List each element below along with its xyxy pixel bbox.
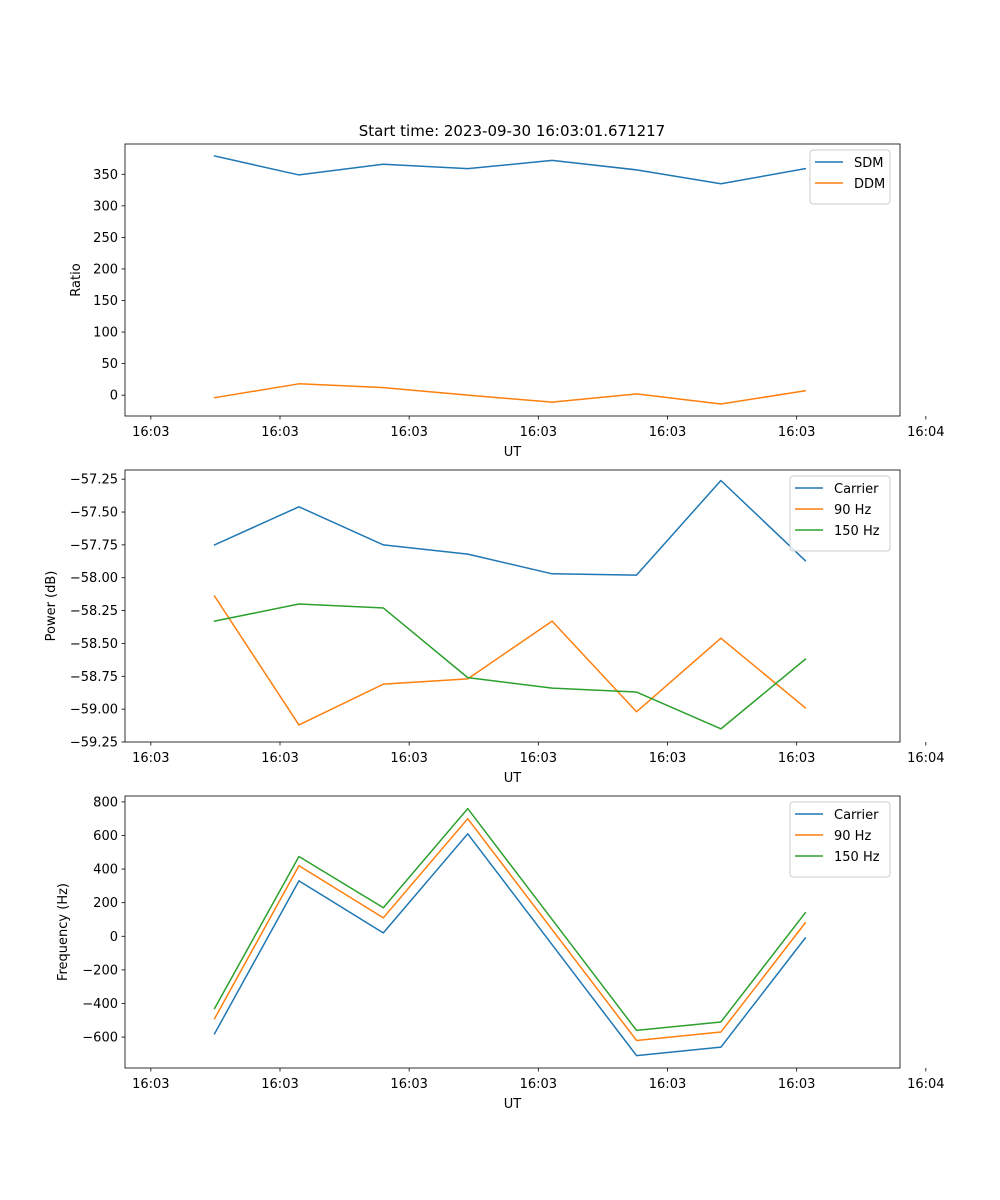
power-x-axis-label: UT <box>504 771 522 786</box>
ratio-x-tick-label: 16:03 <box>520 425 557 440</box>
frequency-x-tick-label: 16:03 <box>520 1077 557 1092</box>
ratio-y-tick-label: 200 <box>93 262 118 277</box>
power-legend-label: 90 Hz <box>834 503 871 518</box>
frequency-x-tick-label: 16:04 <box>907 1077 944 1092</box>
power-y-tick-label: −57.25 <box>70 473 118 488</box>
frequency-series-line-90-hz <box>213 817 807 1042</box>
frequency-y-tick-label: −200 <box>82 963 118 978</box>
power-x-tick-label: 16:03 <box>778 751 815 766</box>
power-x-tick-label: 16:03 <box>390 751 427 766</box>
power-panel: 16:03 16:03 16:03 16:03 16:03 16:03 16:04 −59.2… <box>44 469 945 786</box>
ratio-x-tick-label: 16:03 <box>649 425 686 440</box>
ratio-y-tick-label: 300 <box>93 199 118 214</box>
ratio-legend: SDM DDM <box>809 149 891 205</box>
ratio-y-tick-label: 0 <box>110 389 118 404</box>
frequency-y-tick-label: 600 <box>93 829 118 844</box>
frequency-x-tick-label: 16:03 <box>649 1077 686 1092</box>
figure-title: Start time: 2023-09-30 16:03:01.671217 <box>359 122 665 140</box>
frequency-series-line-150-hz <box>213 807 807 1032</box>
frequency-y-tick-label: 400 <box>93 863 118 878</box>
power-y-axis-label: Power (dB) <box>44 571 59 642</box>
frequency-y-tick-label: 0 <box>110 930 118 945</box>
frequency-y-tick-label: −600 <box>82 1031 118 1046</box>
ratio-x-tick-label: 16:03 <box>778 425 815 440</box>
frequency-legend-label: Carrier <box>834 808 879 823</box>
power-legend: Carrier 90 Hz 150 Hz <box>789 475 891 552</box>
frequency-x-tick-label: 16:03 <box>132 1077 169 1092</box>
ratio-legend-label: DDM <box>854 177 885 192</box>
frequency-y-tick-label: −400 <box>82 997 118 1012</box>
ratio-y-axis-label: Ratio <box>69 263 84 296</box>
power-y-tick-label: −59.25 <box>70 736 118 751</box>
frequency-series-group <box>213 807 807 1057</box>
power-y-tick-label: −58.50 <box>70 637 118 652</box>
power-x-tick-label: 16:03 <box>132 751 169 766</box>
power-legend-frame <box>789 475 891 552</box>
frequency-x-tick-label: 16:03 <box>390 1077 427 1092</box>
power-series-line-carrier <box>213 479 807 576</box>
power-series-group <box>213 479 807 730</box>
ratio-axes-frame <box>124 143 901 417</box>
ratio-panel: 16:03 16:03 16:03 16:03 16:03 16:03 16:04 0 50 10… <box>69 143 945 460</box>
power-series-line-90-hz <box>213 595 807 726</box>
frequency-series-line-carrier <box>213 833 807 1057</box>
frequency-legend-label: 150 Hz <box>834 850 880 865</box>
ratio-legend-frame <box>809 149 891 205</box>
frequency-axes-frame <box>124 795 901 1069</box>
ratio-y-tick-label: 150 <box>93 294 118 309</box>
power-y-tick-label: −57.75 <box>70 538 118 553</box>
frequency-x-axis-label: UT <box>504 1097 522 1112</box>
ratio-x-tick-label: 16:03 <box>132 425 169 440</box>
frequency-legend-frame <box>789 801 891 878</box>
frequency-y-tick-label: 200 <box>93 896 118 911</box>
ratio-x-tick-label: 16:04 <box>907 425 944 440</box>
frequency-x-tick-label: 16:03 <box>261 1077 298 1092</box>
ratio-y-tick-label: 350 <box>93 168 118 183</box>
power-x-tick-label: 16:03 <box>520 751 557 766</box>
frequency-y-tick-label: 800 <box>93 795 118 810</box>
power-y-tick-label: −58.00 <box>70 571 118 586</box>
ratio-x-tick-label: 16:03 <box>261 425 298 440</box>
frequency-y-axis-label: Frequency (Hz) <box>56 883 71 981</box>
ratio-y-tick-label: 250 <box>93 231 118 246</box>
ratio-series-group <box>213 155 807 405</box>
power-x-tick-label: 16:04 <box>907 751 944 766</box>
power-x-tick-label: 16:03 <box>649 751 686 766</box>
power-x-tick-label: 16:03 <box>261 751 298 766</box>
frequency-x-tick-label: 16:03 <box>778 1077 815 1092</box>
ratio-legend-label: SDM <box>854 156 883 171</box>
ratio-x-axis-label: UT <box>504 445 522 460</box>
frequency-panel: 16:03 16:03 16:03 16:03 16:03 16:03 16:04 −600 −… <box>56 795 945 1112</box>
frequency-legend-label: 90 Hz <box>834 829 871 844</box>
power-y-tick-label: −57.50 <box>70 506 118 521</box>
power-series-line-150-hz <box>213 603 807 730</box>
ratio-x-tick-label: 16:03 <box>390 425 427 440</box>
power-legend-label: 150 Hz <box>834 524 880 539</box>
frequency-legend: Carrier 90 Hz 150 Hz <box>789 801 891 878</box>
power-legend-label: Carrier <box>834 482 879 497</box>
power-y-tick-label: −58.25 <box>70 604 118 619</box>
power-y-tick-label: −59.00 <box>70 703 118 718</box>
ratio-series-line-ddm <box>213 383 807 405</box>
ratio-series-line-sdm <box>213 155 807 185</box>
ratio-y-tick-label: 100 <box>93 326 118 341</box>
ratio-y-tick-label: 50 <box>101 357 118 372</box>
power-axes-frame <box>124 469 901 743</box>
power-y-tick-label: −58.75 <box>70 670 118 685</box>
